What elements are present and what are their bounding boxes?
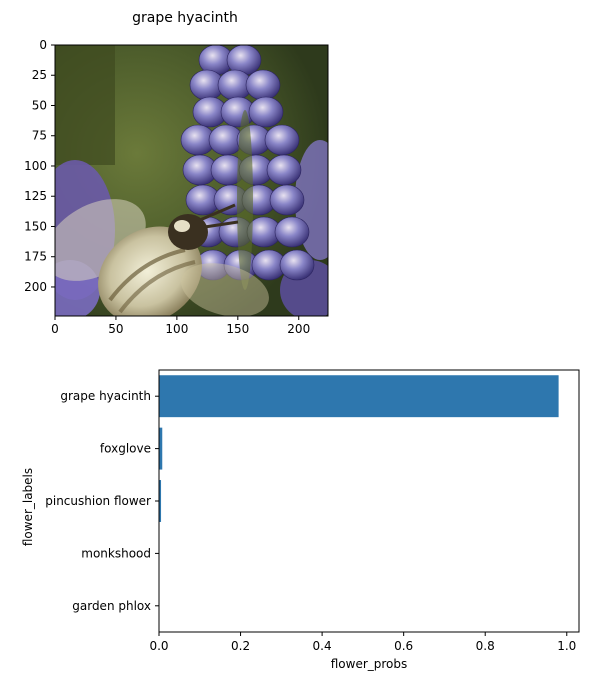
- bar-x-axis-label: flower_probs: [331, 657, 408, 671]
- image-y-tick-label: 150: [24, 219, 47, 233]
- floret: [266, 154, 302, 186]
- bar: [159, 480, 162, 522]
- bar-x-tick-label: 0.4: [313, 639, 332, 653]
- bar: [159, 375, 559, 418]
- bar-x-tick-label: 0.0: [149, 639, 168, 653]
- image-y-axis: 0 25 50 75 100 125 150 175 200: [24, 38, 55, 294]
- image-subplot: grape hyacinth 0 50 100: [24, 10, 329, 336]
- bar-y-axis: grape hyacinth foxglove pincushion flower m…: [45, 389, 159, 613]
- bar-category-label: garden phlox: [72, 599, 151, 613]
- floret: [279, 249, 315, 281]
- floret: [264, 124, 300, 156]
- image-y-tick-label: 125: [24, 189, 47, 203]
- image-y-tick-label: 100: [24, 159, 47, 173]
- bee-illustration: [55, 199, 269, 316]
- bar-x-tick-label: 1.0: [557, 639, 576, 653]
- bar-y-axis-label: flower_labels: [21, 468, 35, 546]
- bar-x-axis: 0.0 0.2 0.4 0.6 0.8 1.0: [149, 632, 576, 653]
- image-axes-frame: [54, 44, 329, 317]
- bar: [159, 427, 163, 470]
- bar-x-tick-label: 0.6: [394, 639, 413, 653]
- image-y-tick-label: 50: [32, 98, 47, 112]
- bar-x-tick-label: 0.8: [476, 639, 495, 653]
- floret: [274, 216, 310, 248]
- image-x-tick-label: 100: [165, 322, 188, 336]
- image-x-tick-label: 0: [51, 322, 59, 336]
- bars: [159, 375, 559, 627]
- image-y-tick-label: 75: [32, 129, 47, 143]
- bar-category-label: monkshood: [81, 546, 151, 560]
- bar-x-tick-label: 0.2: [231, 639, 250, 653]
- image-x-tick-label: 200: [287, 322, 310, 336]
- image-x-axis: 0 50 100 150 200: [51, 316, 310, 336]
- image-y-tick-label: 25: [32, 68, 47, 82]
- flower-photo: [55, 45, 328, 316]
- image-y-tick-label: 175: [24, 250, 47, 264]
- image-y-tick-label: 0: [39, 38, 47, 52]
- image-x-tick-label: 50: [108, 322, 123, 336]
- bar-subplot: grape hyacinth foxglove pincushion flower m…: [21, 369, 580, 671]
- floret: [245, 69, 281, 101]
- bar-category-label: grape hyacinth: [60, 389, 151, 403]
- floret: [269, 184, 305, 216]
- image-y-tick-label: 200: [24, 280, 47, 294]
- image-x-tick-label: 150: [226, 322, 249, 336]
- bar-category-label: pincushion flower: [45, 494, 151, 508]
- image-title: grape hyacinth: [132, 10, 238, 26]
- floret: [248, 96, 284, 128]
- bar-category-label: foxglove: [100, 442, 151, 456]
